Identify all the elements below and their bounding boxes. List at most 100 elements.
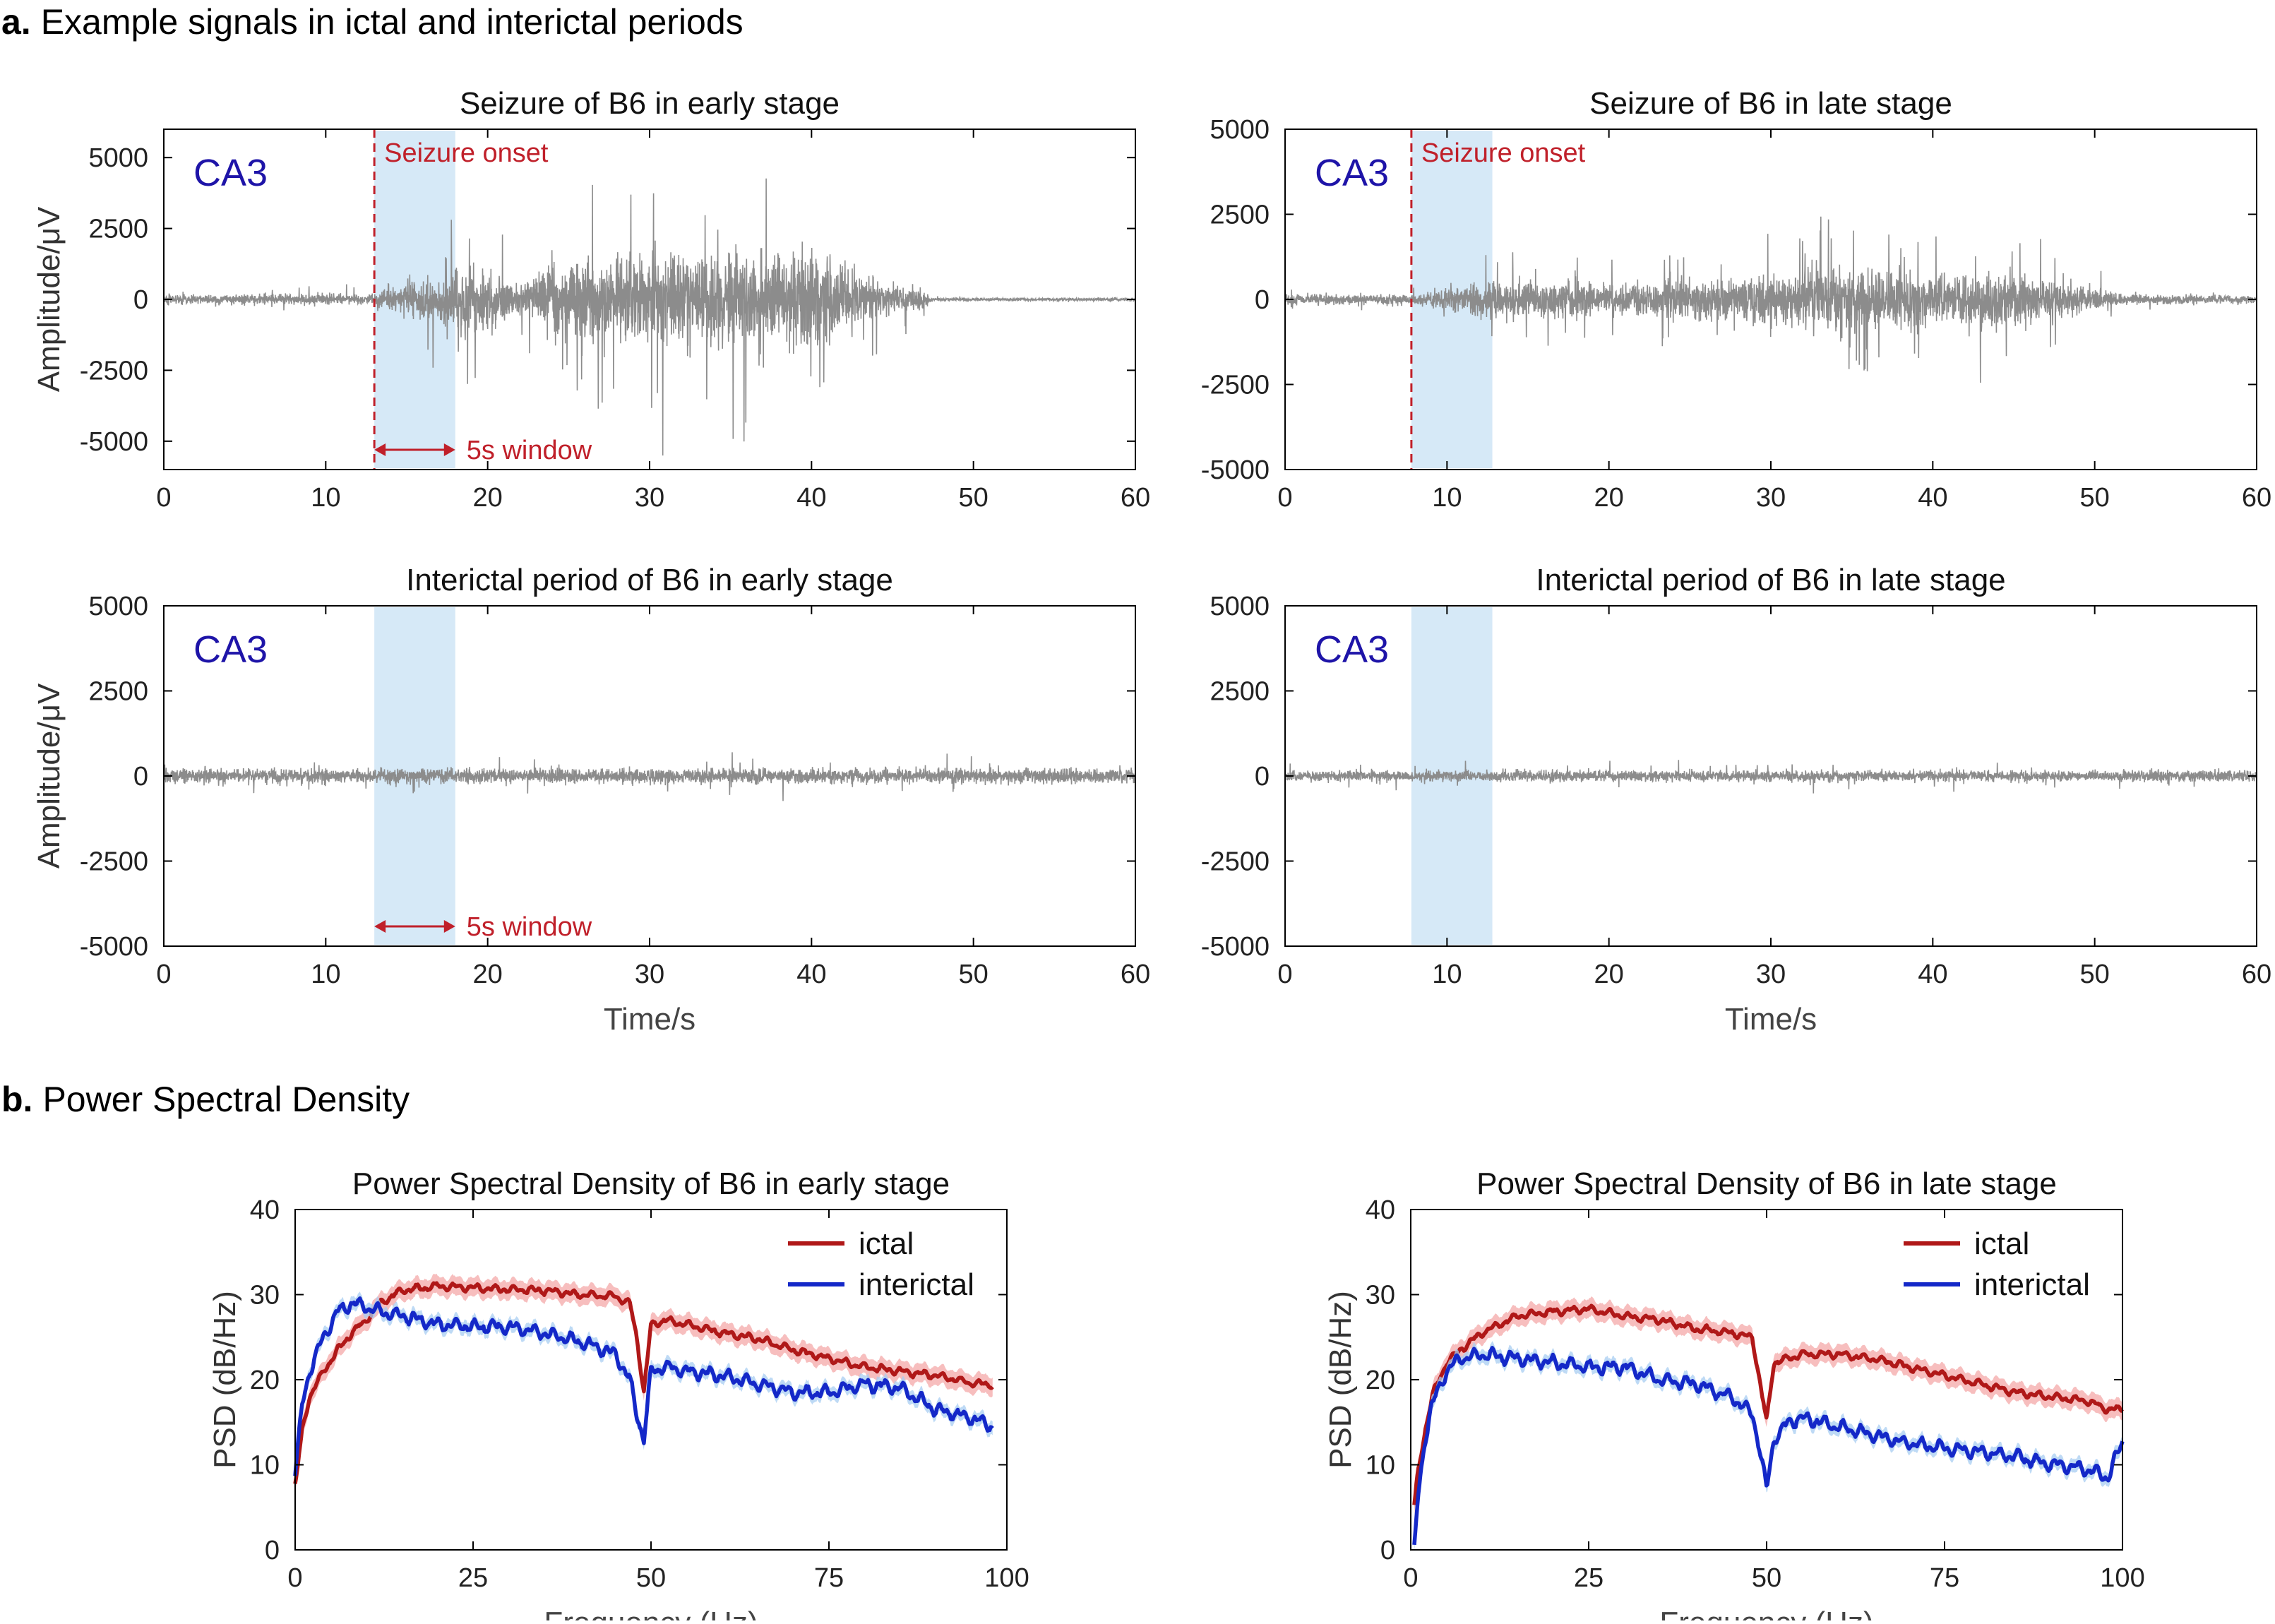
y-tick-label: 0 — [1380, 1536, 1395, 1565]
x-tick-label: 60 — [2242, 960, 2271, 989]
signal-panel-interictal-early: 5s window CA3 0 10 20 30 40 50 60 -5000 -2500 0 2500… — [32, 563, 1150, 1037]
x-tick-label: 40 — [1918, 483, 1947, 513]
series-line-interictal — [1412, 1346, 2125, 1546]
x-axis-label: Time/s — [604, 1002, 695, 1037]
y-tick-label: 2500 — [1210, 677, 1270, 707]
signal-trace — [163, 178, 1136, 456]
section-a-title: Example signals in ictal and interictal … — [41, 2, 744, 42]
y-tick-label: 5000 — [1210, 115, 1270, 145]
section-a-letter: a. — [1, 2, 31, 42]
y-tick-label: 10 — [250, 1451, 280, 1481]
y-tick-label: 0 — [1255, 762, 1270, 792]
legend-label-interictal: interictal — [1974, 1267, 2090, 1302]
x-tick-label: 20 — [473, 960, 503, 989]
section-b-title: Power Spectral Density — [42, 1080, 410, 1119]
y-tick-label: -2500 — [1201, 847, 1270, 877]
window-arrow-head-right — [443, 920, 455, 933]
y-tick-label: 0 — [265, 1536, 280, 1565]
window-arrow-head-left — [374, 920, 386, 933]
x-tick-label: 30 — [635, 960, 664, 989]
x-axis-label: Frequency (Hz) — [1659, 1606, 1873, 1620]
x-tick-label: 25 — [458, 1563, 488, 1593]
y-tick-label: 5000 — [1210, 592, 1270, 621]
window-label: 5s window — [467, 912, 592, 942]
x-tick-label: 50 — [2080, 483, 2110, 513]
y-tick-label: 2500 — [1210, 201, 1270, 230]
x-tick-label: 40 — [796, 483, 826, 513]
x-tick-label: 100 — [2100, 1563, 2144, 1593]
region-label: CA3 — [1315, 628, 1389, 671]
region-label: CA3 — [1315, 152, 1389, 194]
chart-title: Power Spectral Density of B6 in early st… — [352, 1166, 950, 1201]
series-line-interictal — [293, 1296, 994, 1476]
x-tick-label: 60 — [1121, 483, 1150, 513]
signal-trace — [1284, 216, 2257, 383]
signal-trace — [1284, 760, 2257, 794]
y-axis-label: Amplitude/μV — [32, 683, 66, 868]
series-line-ictal — [293, 1281, 994, 1484]
y-tick-label: 2500 — [88, 215, 148, 244]
y-axis-label: Amplitude/μV — [32, 206, 66, 392]
section-a-heading: a. Example signals in ictal and intericta… — [1, 2, 744, 42]
y-tick-label: -5000 — [1201, 932, 1270, 962]
series-band-interictal — [1414, 1341, 2122, 1552]
x-tick-label: 0 — [287, 1563, 302, 1593]
y-tick-label: -5000 — [1201, 455, 1270, 485]
region-label: CA3 — [193, 152, 268, 194]
chart-title: Power Spectral Density of B6 in late sta… — [1476, 1166, 2057, 1201]
x-tick-label: 20 — [473, 483, 503, 513]
y-tick-label: 40 — [250, 1195, 280, 1225]
window-label: 5s window — [467, 436, 592, 465]
y-tick-label: 10 — [1366, 1451, 1395, 1481]
x-tick-label: 0 — [1277, 960, 1292, 989]
x-tick-label: 20 — [1594, 960, 1624, 989]
window-arrow-head-right — [443, 443, 455, 456]
y-tick-label: -2500 — [1201, 371, 1270, 400]
x-tick-label: 30 — [1756, 483, 1786, 513]
chart-title: Interictal period of B6 in early stage — [406, 563, 893, 597]
section-b-letter: b. — [1, 1080, 32, 1119]
x-tick-label: 0 — [1277, 483, 1292, 513]
region-label: CA3 — [193, 628, 268, 671]
chart-title: Seizure of B6 in early stage — [460, 86, 840, 121]
x-tick-label: 60 — [1121, 960, 1150, 989]
y-tick-label: 30 — [250, 1281, 280, 1310]
x-tick-label: 0 — [156, 483, 171, 513]
y-tick-label: 0 — [1255, 285, 1270, 315]
x-tick-label: 50 — [959, 483, 989, 513]
signal-trace — [163, 752, 1136, 801]
x-tick-label: 50 — [636, 1563, 666, 1593]
x-axis-label: Frequency (Hz) — [544, 1606, 758, 1620]
x-tick-label: 0 — [1403, 1563, 1418, 1593]
y-tick-label: -5000 — [80, 932, 148, 962]
x-tick-label: 50 — [959, 960, 989, 989]
chart-title: Interictal period of B6 in late stage — [1536, 563, 2005, 597]
window-arrow-head-left — [374, 443, 386, 456]
x-tick-label: 100 — [984, 1563, 1029, 1593]
x-tick-label: 10 — [311, 483, 340, 513]
x-tick-label: 0 — [156, 960, 171, 989]
y-tick-label: 5000 — [88, 143, 148, 173]
signal-panel-interictal-late: CA3 0 10 20 30 40 50 60 -5000 -2500 0 2500 5000 Inter… — [1201, 563, 2271, 1037]
y-axis-label: PSD (dB/Hz) — [208, 1291, 242, 1469]
y-tick-label: 5000 — [88, 592, 148, 621]
x-tick-label: 10 — [1432, 483, 1462, 513]
y-tick-label: 20 — [250, 1366, 280, 1395]
y-tick-label: -2500 — [80, 356, 148, 386]
signal-panel-seizure-early: Seizure onset 5s window CA3 0 10 20 30 40 50 60 -5… — [32, 86, 1150, 513]
x-tick-label: 25 — [1574, 1563, 1604, 1593]
y-tick-label: 2500 — [88, 677, 148, 707]
x-tick-label: 30 — [1756, 960, 1786, 989]
x-tick-label: 40 — [1918, 960, 1947, 989]
seizure-onset-label: Seizure onset — [384, 138, 549, 168]
y-axis-label: PSD (dB/Hz) — [1323, 1291, 1358, 1469]
x-tick-label: 75 — [814, 1563, 844, 1593]
x-tick-label: 50 — [2080, 960, 2110, 989]
y-tick-label: 0 — [133, 285, 148, 315]
x-tick-label: 50 — [1752, 1563, 1781, 1593]
signal-panel-seizure-late: Seizure onset CA3 0 10 20 30 40 50 60 -5000 -2500 0… — [1201, 86, 2271, 513]
legend-label-interictal: interictal — [859, 1267, 974, 1302]
x-tick-label: 75 — [1930, 1563, 1959, 1593]
section-b-heading: b. Power Spectral Density — [1, 1080, 410, 1119]
